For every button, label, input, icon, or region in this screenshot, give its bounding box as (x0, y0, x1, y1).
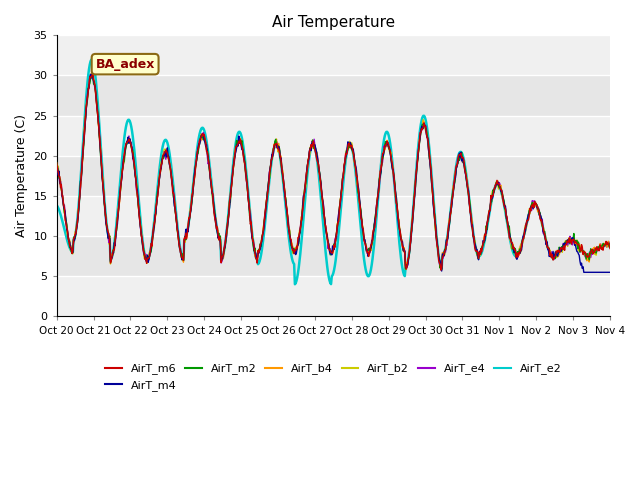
Text: BA_adex: BA_adex (95, 58, 155, 71)
Y-axis label: Air Temperature (C): Air Temperature (C) (15, 114, 28, 238)
Title: Air Temperature: Air Temperature (272, 15, 395, 30)
Bar (57, 156, 610, 196)
Bar (57, 75, 610, 116)
Bar (57, 236, 610, 276)
Legend: AirT_m6, AirT_m4, AirT_m2, AirT_b4, AirT_b2, AirT_e4, AirT_e2: AirT_m6, AirT_m4, AirT_m2, AirT_b4, AirT… (100, 359, 566, 395)
